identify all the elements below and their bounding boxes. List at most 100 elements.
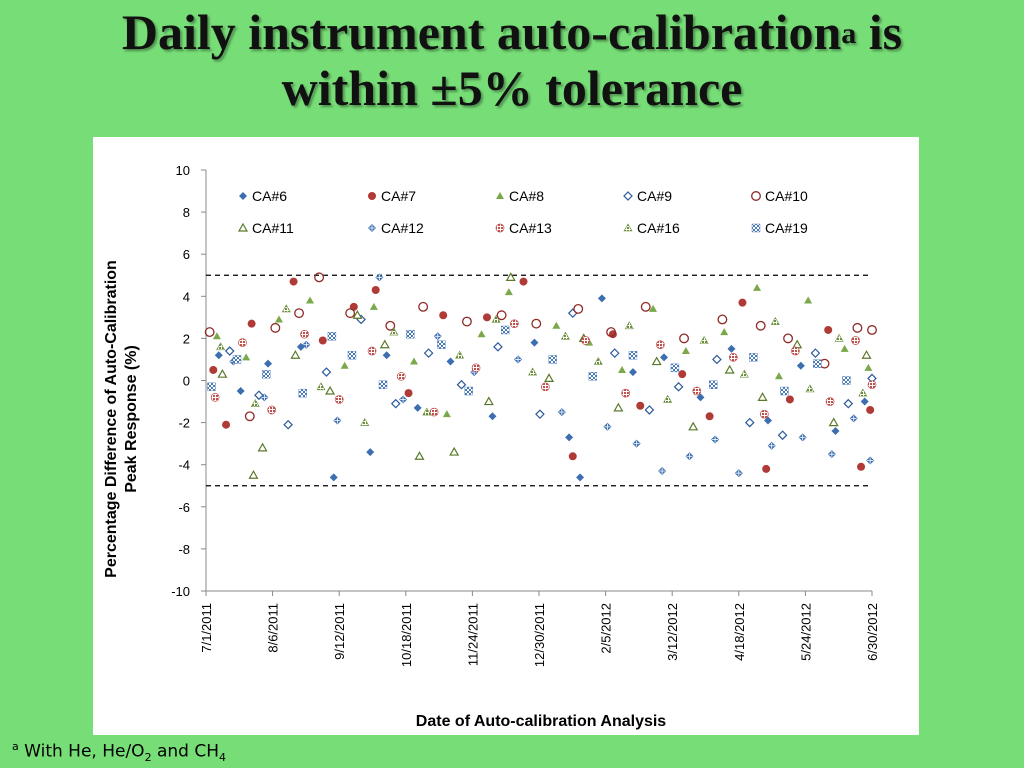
data-point [477, 330, 486, 338]
legend-label: CA#6 [252, 188, 287, 204]
data-point [851, 336, 860, 345]
data-point [767, 441, 776, 450]
data-point [389, 327, 399, 336]
data-point [238, 338, 247, 347]
x-tick-label: 4/18/2012 [732, 603, 747, 661]
y-tick-label: -10 [171, 584, 190, 599]
y-tick-label: -2 [178, 416, 190, 431]
footnote-marker: a [12, 740, 19, 753]
data-point [404, 389, 413, 398]
data-point [565, 433, 574, 442]
title-text-2: is [856, 4, 903, 60]
data-point [827, 450, 836, 459]
y-tick-label: 8 [183, 205, 190, 220]
data-point [347, 351, 357, 360]
data-point [705, 412, 714, 421]
data-point [567, 308, 578, 318]
data-point [734, 469, 743, 478]
data-point [824, 325, 833, 334]
y-tick-label: -6 [178, 500, 190, 515]
data-point [759, 409, 769, 419]
data-point [423, 348, 434, 358]
data-point [805, 384, 815, 393]
data-point [290, 350, 301, 359]
data-point [321, 367, 332, 377]
data-point [260, 393, 269, 402]
data-point [528, 367, 538, 376]
data-point [552, 321, 561, 329]
data-point [858, 388, 868, 397]
data-point [505, 272, 516, 281]
data-point [396, 371, 406, 381]
data-point [628, 368, 637, 377]
data-point [813, 359, 822, 368]
data-point [296, 342, 305, 351]
data-point [603, 422, 612, 431]
data-point [866, 405, 875, 414]
data-point [834, 333, 844, 342]
x-axis-label: Date of Auto-calibration Analysis [416, 713, 667, 730]
data-point [861, 350, 872, 359]
y-tick-label: 6 [183, 247, 190, 262]
legend-marker [239, 192, 247, 200]
data-point [535, 409, 545, 420]
data-point [418, 301, 429, 312]
x-tick-label: 7/1/2011 [199, 603, 214, 653]
data-point [576, 473, 585, 482]
y-tick-label: 4 [183, 289, 190, 304]
series-ca8 [212, 283, 873, 418]
data-point [530, 338, 539, 347]
data-point [678, 370, 687, 379]
data-point [613, 402, 624, 412]
data-point [717, 314, 728, 325]
data-point [780, 386, 789, 396]
data-point [727, 344, 736, 353]
data-point [333, 416, 342, 425]
data-point [491, 314, 501, 323]
series-ca13 [210, 319, 877, 419]
data-point [385, 320, 396, 331]
title-text-3: within ±5% tolerance [281, 60, 743, 116]
data-point [257, 442, 268, 452]
data-point [449, 446, 460, 456]
data-point [655, 340, 665, 350]
legend-label: CA#8 [509, 188, 544, 204]
data-point [867, 325, 877, 335]
data-point [692, 386, 702, 396]
footnote-text: With He, He/O [18, 741, 145, 762]
data-point [482, 313, 491, 322]
data-point [658, 467, 667, 476]
data-points [204, 272, 877, 482]
legend-label: CA#11 [252, 220, 294, 236]
data-point [274, 315, 283, 323]
data-point [673, 381, 684, 392]
x-tick-label: 3/12/2012 [665, 603, 680, 661]
data-point [573, 303, 584, 314]
data-point [325, 385, 336, 395]
data-point [628, 351, 638, 360]
data-point [439, 311, 448, 320]
legend-marker [368, 224, 376, 232]
data-point [406, 329, 415, 339]
data-point [306, 296, 315, 304]
data-point [712, 354, 722, 365]
data-point [216, 342, 226, 351]
data-point [399, 395, 408, 404]
data-point [681, 347, 690, 355]
data-point [796, 361, 805, 370]
x-tick-label: 6/30/2012 [865, 603, 880, 661]
data-point [214, 351, 223, 360]
data-point [316, 382, 326, 391]
data-point [738, 298, 747, 307]
y-tick-label: 10 [176, 163, 190, 178]
data-point [763, 416, 772, 425]
data-point [222, 420, 231, 429]
legend-label: CA#16 [637, 220, 680, 236]
data-point [461, 316, 472, 327]
data-point [831, 427, 840, 436]
data-point [217, 368, 228, 378]
data-point [624, 321, 634, 330]
data-point [283, 419, 293, 430]
data-point [560, 331, 570, 340]
y-tick-label: 0 [183, 374, 190, 389]
